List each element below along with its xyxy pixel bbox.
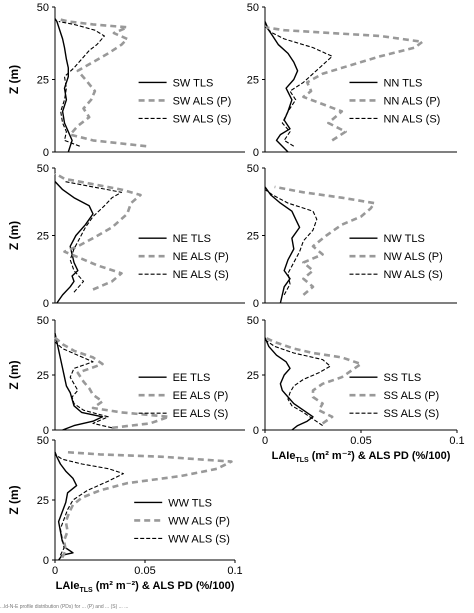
legend-label-ee-0: EE TLS [173,372,211,384]
series-line-ww-1 [61,450,233,559]
series-line-nw-1 [274,185,376,296]
legend-label-ne-1: NE ALS (P) [173,251,229,263]
legend-label-nn-1: NN ALS (P) [383,95,440,107]
legend-label-ne-0: NE TLS [173,233,211,245]
legend-label-ee-2: EE ALS (S) [173,408,229,420]
y-tick-label-nw: 25 [247,231,259,243]
y-tick-label-nn: 25 [247,75,259,87]
x-tick-label-ss: 0 [262,435,268,447]
series-line-ss-1 [264,336,363,425]
y-tick-label-ne: 50 [37,163,49,175]
series-line-nw-0 [264,186,301,304]
legend-label-nw-1: NW ALS (P) [383,251,442,263]
x-tick-label-ww: 0.1 [227,565,242,577]
series-line-ss-2 [264,339,331,427]
series-line-nn-1 [264,26,424,142]
y-axis-label-sw: Z (m) [7,65,21,94]
y-tick-label-ss: 0 [253,425,259,437]
y-tick-label-ss: 25 [247,370,259,382]
x-tick-label-ww: 0.05 [134,565,155,577]
legend-label-nw-0: NW TLS [383,233,424,245]
legend-label-ss-1: SS ALS (P) [383,390,439,402]
series-line-ee-2 [54,341,113,429]
y-tick-label-ne: 25 [37,231,49,243]
series-line-ss-0 [264,337,314,431]
series-line-nn-0 [264,21,299,153]
x-axis-label-ww: LAIeTLS (m² m⁻²) & ALS PD (%/100) [56,580,235,594]
x-tick-label-ww: 0 [52,565,58,577]
y-axis-label-ww: Z (m) [7,485,21,514]
legend-label-ww-2: WW ALS (S) [168,533,230,545]
legend-label-ss-2: SS ALS (S) [383,408,439,420]
series-line-sw-2 [58,20,105,147]
y-tick-label-sw: 0 [43,147,49,159]
legend-label-nw-2: NW ALS (S) [383,269,442,281]
y-tick-label-ww: 0 [43,555,49,567]
y-tick-label-ww: 25 [37,495,49,507]
series-line-sw-0 [54,18,73,153]
y-axis-label-ee: Z (m) [7,360,21,389]
y-tick-label-ss: 50 [247,315,259,327]
series-line-ee-1 [54,336,171,430]
y-tick-label-ee: 0 [43,425,49,437]
legend-label-ne-2: NE ALS (S) [173,269,229,281]
series-line-ne-1 [54,172,142,291]
y-tick-label-sw: 50 [37,2,49,14]
legend-label-nn-2: NN ALS (S) [383,113,440,125]
series-line-ww-0 [54,451,78,561]
series-line-ww-2 [54,453,124,556]
y-tick-label-ne: 0 [43,298,49,310]
legend-label-ww-0: WW TLS [168,497,212,509]
legend-label-sw-0: SW TLS [173,77,214,89]
legend-label-ss-0: SS TLS [383,372,421,384]
series-line-nn-2 [264,26,333,147]
y-tick-label-nn: 0 [253,147,259,159]
y-tick-label-ee: 25 [37,370,49,382]
series-line-ee-0 [54,333,104,431]
series-line-nw-2 [264,189,318,296]
series-line-ne-0 [54,181,94,304]
y-tick-label-sw: 25 [37,75,49,87]
series-line-ne-2 [64,180,123,293]
figure-caption: ...ld-N-E profile distribution (PDs) for… [0,604,129,610]
y-tick-label-ww: 50 [37,435,49,447]
legend-label-nn-0: NN TLS [383,77,422,89]
y-tick-label-nw: 0 [253,298,259,310]
y-axis-label-ne: Z (m) [7,221,21,250]
y-tick-label-ee: 50 [37,315,49,327]
series-line-sw-1 [56,17,147,148]
x-tick-label-ss: 0.1 [449,435,464,447]
y-tick-label-nn: 50 [247,2,259,14]
x-tick-label-ss: 0.05 [350,435,371,447]
x-axis-label-ss: LAIeTLS (m² m⁻²) & ALS PD (%/100) [272,450,451,464]
legend-label-ee-1: EE ALS (P) [173,390,229,402]
y-tick-label-nw: 50 [247,163,259,175]
legend-label-ww-1: WW ALS (P) [168,515,230,527]
legend-label-sw-2: SW ALS (S) [173,113,232,125]
legend-label-sw-1: SW ALS (P) [173,95,232,107]
